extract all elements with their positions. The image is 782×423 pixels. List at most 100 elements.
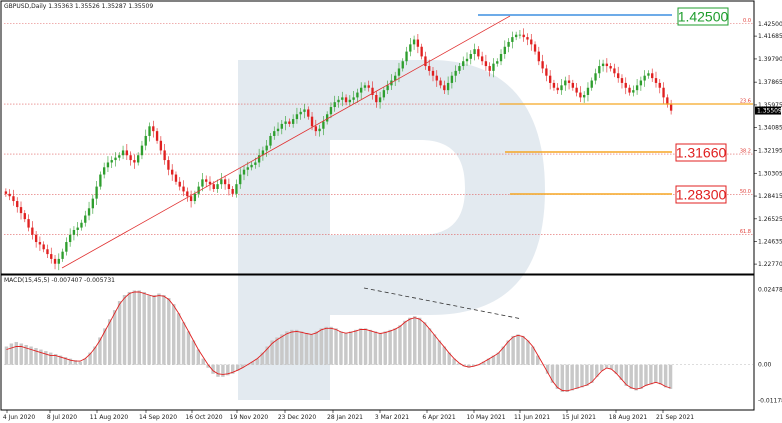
x-axis-label: 11 Jun 2021 — [514, 414, 550, 421]
macd-histogram-bar — [88, 352, 92, 365]
macd-histogram-bar — [373, 331, 378, 365]
candle-body — [564, 80, 567, 86]
macd-histogram-bar — [383, 331, 387, 365]
current-price-label: 1.35509 — [757, 108, 782, 115]
candle-body — [16, 201, 19, 208]
macd-histogram-bar — [275, 337, 279, 365]
macd-histogram-bar — [422, 322, 427, 365]
candle-body — [341, 97, 344, 100]
candle-body — [80, 222, 83, 228]
macd-histogram-bar — [152, 295, 156, 365]
macd-histogram-bar — [19, 343, 23, 365]
candle-body — [76, 227, 79, 230]
macd-histogram-bar — [53, 354, 58, 365]
candle-body — [503, 46, 506, 54]
candle-body — [428, 66, 431, 71]
candle-body — [307, 109, 310, 117]
candle-body — [628, 87, 631, 93]
candle-body — [261, 150, 265, 156]
macd-histogram-bar — [83, 358, 87, 365]
candle-body — [99, 174, 102, 187]
macd-histogram-bar — [142, 291, 146, 365]
candle-body — [148, 126, 151, 136]
macd-histogram-bar — [221, 364, 225, 377]
candle-body — [556, 87, 559, 91]
candle-body — [155, 131, 159, 141]
macd-panel-frame — [0, 274, 755, 411]
macd-histogram-bar — [240, 364, 245, 368]
candle-body — [552, 82, 556, 88]
candle-body — [473, 49, 476, 54]
macd-histogram-bar — [255, 358, 260, 365]
price-axis-label: 1.42500 — [758, 21, 782, 28]
candle-body — [488, 66, 491, 71]
candle-body — [269, 135, 272, 146]
macd-histogram-bar — [491, 355, 496, 365]
macd-histogram-bar — [506, 340, 510, 365]
candle-body — [624, 82, 627, 88]
macd-histogram-bar — [639, 364, 643, 389]
candle-body — [102, 167, 106, 175]
candle-body — [651, 73, 654, 79]
target-price-text: 1.28300 — [676, 187, 727, 203]
macd-histogram-bar — [575, 364, 579, 389]
candle-body — [526, 37, 529, 40]
candle-body — [329, 107, 333, 115]
candle-body — [140, 145, 144, 156]
candle-body — [450, 75, 454, 83]
candle-body — [325, 114, 329, 122]
candle-body — [121, 150, 125, 156]
candle-body — [12, 196, 15, 202]
macd-histogram-bar — [585, 364, 589, 386]
fib-level-label: 23.6 — [740, 99, 751, 105]
candle-body — [613, 68, 616, 74]
macd-histogram-bar — [378, 332, 383, 365]
macd-histogram-bar — [555, 364, 560, 389]
candle-body — [405, 51, 408, 62]
macd-histogram-bar — [668, 364, 673, 389]
candle-body — [318, 128, 321, 132]
candle-body — [133, 160, 136, 163]
macd-histogram-bar — [280, 334, 284, 365]
candle-body — [265, 145, 268, 151]
candle-body — [167, 160, 170, 170]
macd-histogram-bar — [270, 340, 274, 365]
candle-body — [50, 254, 53, 259]
candle-body — [560, 85, 563, 91]
candle-body — [662, 87, 665, 98]
macd-panel-title: MACD(15,45,5) -0.007407 -0.005731 — [4, 277, 115, 284]
candle-body — [114, 157, 117, 161]
candle-body — [484, 61, 488, 67]
candle-body — [617, 73, 620, 79]
macd-histogram-bar — [358, 328, 363, 365]
x-axis-label: 19 Nov 2020 — [230, 414, 269, 421]
candle-body — [216, 184, 219, 189]
macd-histogram-bar — [24, 345, 28, 365]
macd-histogram-bar — [649, 364, 653, 385]
macd-histogram-bar — [417, 317, 422, 365]
axis-labels-layer: 1.41685 1.39790 1.37865 1.35975 1.34085 1.321… — [3, 21, 782, 421]
candle-body — [537, 51, 540, 62]
macd-histogram-bar — [408, 317, 412, 365]
candle-body — [223, 179, 227, 185]
candle-body — [465, 58, 469, 62]
candle-body — [276, 128, 280, 132]
macd-axis-label: 0.00 — [758, 362, 772, 369]
candle-body — [152, 126, 155, 132]
macd-histogram-bar — [29, 346, 33, 365]
macd-histogram-bar — [265, 346, 269, 365]
macd-histogram-bar — [590, 364, 594, 383]
candle-body — [469, 53, 472, 59]
macd-histogram-bar — [472, 364, 476, 367]
macd-histogram-bar — [604, 364, 609, 368]
candle-body — [548, 75, 552, 83]
macd-histogram-bar — [629, 364, 633, 389]
candle-body — [352, 97, 355, 100]
candle-body — [609, 66, 612, 69]
macd-histogram-bar — [324, 326, 328, 365]
macd-histogram-bar — [334, 328, 338, 365]
candle-body — [348, 99, 352, 103]
macd-histogram-bar — [437, 340, 442, 365]
candle-body — [424, 56, 427, 67]
